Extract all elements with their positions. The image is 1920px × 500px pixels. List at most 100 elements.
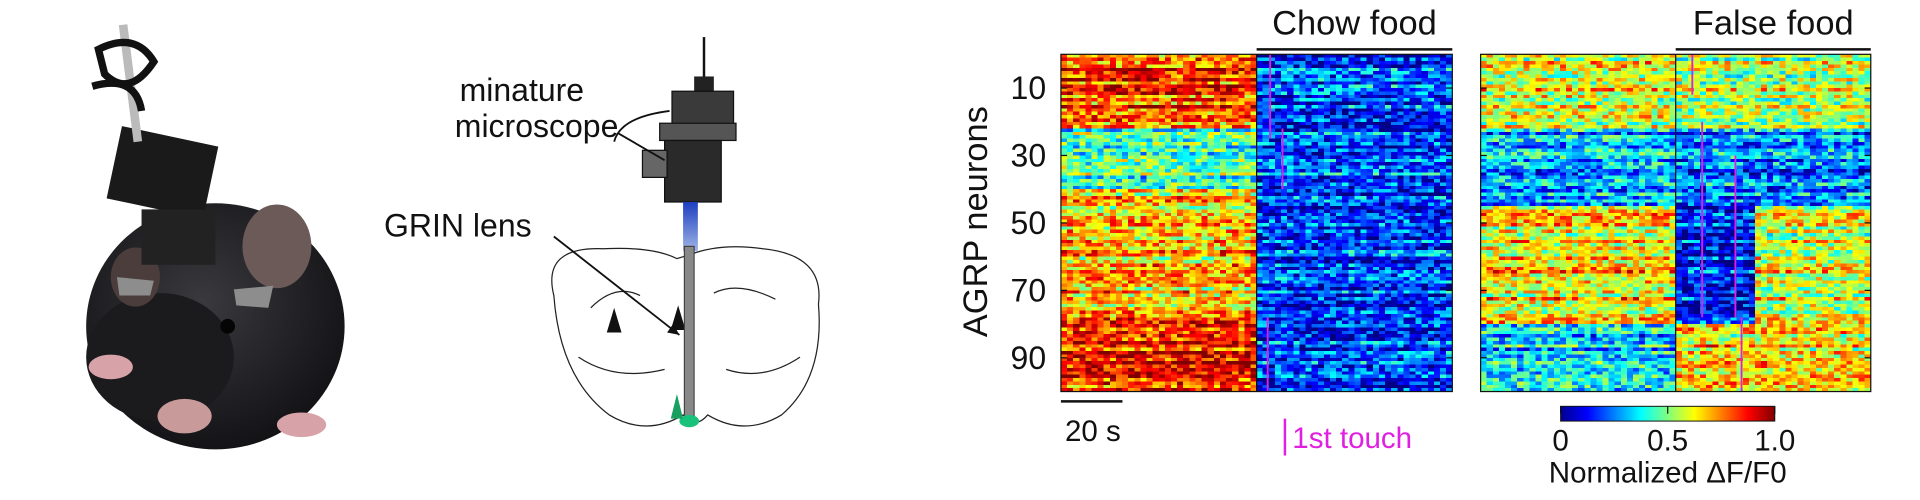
heatmap-cell bbox=[1446, 222, 1453, 227]
heatmap-cell bbox=[1348, 74, 1355, 79]
heatmap-cell bbox=[1238, 182, 1245, 187]
heatmap-cell bbox=[1201, 293, 1209, 298]
heatmap-cell bbox=[1073, 246, 1080, 251]
heatmap-cell bbox=[1336, 182, 1343, 187]
heatmap-cell bbox=[1256, 101, 1264, 106]
heatmap-cell bbox=[1446, 253, 1453, 258]
heatmap-cell bbox=[1385, 273, 1392, 278]
heatmap-cell bbox=[1226, 108, 1233, 113]
heatmap-cell bbox=[1195, 216, 1202, 220]
heatmap-cell bbox=[1195, 209, 1202, 214]
heatmap-cell bbox=[1305, 54, 1313, 59]
heatmap-cell bbox=[1091, 115, 1098, 119]
heatmap-cell bbox=[1421, 138, 1429, 143]
heatmap-cell bbox=[1360, 192, 1368, 197]
heatmap-cell bbox=[1115, 108, 1123, 113]
heatmap-cell bbox=[1415, 209, 1423, 214]
heatmap-cell bbox=[1287, 297, 1294, 301]
heatmap-cell bbox=[1152, 226, 1160, 231]
heatmap-cell bbox=[1219, 71, 1227, 75]
heatmap-cell bbox=[1336, 168, 1343, 173]
heatmap-cell bbox=[1134, 77, 1141, 82]
heatmap-cell bbox=[1403, 131, 1410, 136]
heatmap-cell bbox=[1281, 182, 1288, 187]
heatmap-cell bbox=[1195, 88, 1202, 92]
heatmap-cell bbox=[1207, 266, 1215, 271]
heatmap-cell bbox=[1446, 104, 1453, 109]
heatmap-cell bbox=[1164, 179, 1172, 183]
heatmap-cell bbox=[1134, 165, 1141, 170]
heatmap-cell bbox=[1250, 135, 1257, 139]
heatmap-cell bbox=[1403, 260, 1410, 264]
heatmap-cell bbox=[1213, 131, 1221, 136]
heatmap-cell bbox=[1348, 189, 1355, 193]
heatmap-cell bbox=[1446, 263, 1453, 268]
heatmap-cell bbox=[1158, 108, 1166, 113]
heatmap-cell bbox=[1409, 212, 1416, 217]
heatmap-cell bbox=[1415, 219, 1423, 224]
heatmap-cell bbox=[1287, 286, 1294, 291]
heatmap-cell bbox=[1128, 54, 1135, 59]
heatmap-cell bbox=[1446, 74, 1453, 79]
heatmap-cell bbox=[1397, 61, 1404, 65]
heatmap-cell bbox=[1201, 253, 1209, 258]
heatmap-cell bbox=[1293, 273, 1300, 278]
heatmap-cell bbox=[1091, 111, 1098, 116]
heatmap-cell bbox=[1079, 303, 1086, 308]
heatmap-cell bbox=[1091, 270, 1098, 274]
heatmap-cell bbox=[1391, 246, 1398, 251]
heatmap-cell bbox=[1219, 226, 1227, 231]
heatmap-cell bbox=[1403, 145, 1410, 150]
heatmap-cell bbox=[1060, 286, 1068, 291]
heatmap-cell bbox=[1440, 57, 1447, 62]
heatmap-cell bbox=[1097, 290, 1105, 295]
heatmap-cell bbox=[1171, 283, 1178, 288]
heatmap-cell bbox=[1060, 300, 1068, 305]
heatmap-cell bbox=[1299, 297, 1306, 301]
heatmap-cell bbox=[1128, 310, 1135, 315]
heatmap-cell bbox=[1232, 270, 1239, 274]
heatmap-cell bbox=[1433, 206, 1441, 210]
heatmap-cell bbox=[1250, 226, 1257, 231]
heatmap-cell bbox=[1317, 131, 1325, 136]
heatmap-cell bbox=[1085, 57, 1092, 62]
heatmap-cell bbox=[1366, 168, 1374, 173]
heatmap-cell bbox=[1213, 108, 1221, 113]
heatmap-cell bbox=[1195, 131, 1202, 136]
heatmap-cell bbox=[1397, 98, 1404, 102]
heatmap-cell bbox=[1409, 313, 1416, 318]
heatmap-cell bbox=[1268, 71, 1276, 75]
heatmap-cell bbox=[1372, 115, 1380, 119]
heatmap-cell bbox=[1433, 84, 1441, 89]
heatmap-cell bbox=[1391, 233, 1398, 237]
heatmap-cell bbox=[1293, 263, 1300, 268]
heatmap-cell bbox=[1323, 57, 1331, 62]
heatmap-cell bbox=[1323, 243, 1331, 247]
heatmap-cell bbox=[1250, 152, 1257, 156]
heatmap-cell bbox=[1085, 260, 1092, 264]
heatmap-cell bbox=[1427, 131, 1435, 136]
heatmap-cell bbox=[1403, 155, 1410, 160]
heatmap-cell bbox=[1311, 263, 1319, 268]
heatmap-cell bbox=[1073, 209, 1080, 214]
heatmap-cell bbox=[1128, 74, 1135, 79]
heatmap-cell bbox=[1103, 67, 1111, 72]
heatmap-cell bbox=[1171, 128, 1178, 133]
heatmap-cell bbox=[1281, 61, 1288, 65]
heatmap-cell bbox=[1397, 145, 1404, 150]
heatmap-cell bbox=[1164, 249, 1172, 254]
heatmap-cell bbox=[1207, 128, 1215, 133]
heatmap-cell bbox=[1177, 141, 1184, 146]
heatmap-cell bbox=[1446, 310, 1453, 315]
heatmap-cell bbox=[1073, 175, 1080, 180]
heatmap-cell bbox=[1164, 219, 1172, 224]
heatmap-cell bbox=[1195, 185, 1202, 190]
heatmap-cell bbox=[1311, 260, 1319, 264]
heatmap-cell bbox=[1177, 192, 1184, 197]
heatmap-cell bbox=[1378, 94, 1386, 99]
heatmap-cell bbox=[1091, 266, 1098, 271]
heatmap-cell bbox=[1238, 222, 1245, 227]
heatmap-cell bbox=[1060, 303, 1068, 308]
heatmap-cell bbox=[1311, 226, 1319, 231]
heatmap-cell bbox=[1171, 108, 1178, 113]
